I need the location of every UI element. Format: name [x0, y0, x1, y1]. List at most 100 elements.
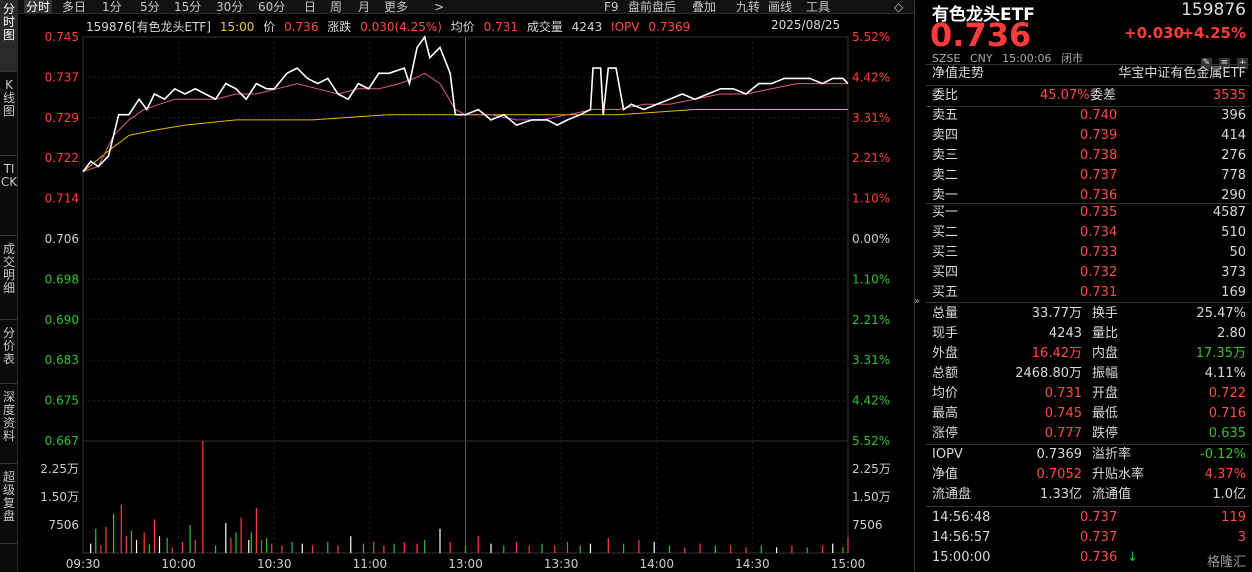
time-tick-label: 13:30	[544, 557, 579, 571]
price-tick-label: 0.698	[45, 272, 79, 286]
tick-volume: 3	[1237, 530, 1246, 545]
period-tab-4[interactable]: 15分	[174, 0, 202, 14]
ask-label: 卖二	[932, 168, 959, 183]
period-tab-7[interactable]: 日	[304, 0, 317, 14]
period-tab-10[interactable]: 更多	[384, 0, 409, 14]
side-tab-3[interactable]: 成交明细	[0, 240, 18, 320]
chart-iopv-label: IOPV	[611, 20, 640, 34]
period-tab-6[interactable]: 60分	[258, 0, 286, 14]
tick-time: 14:56:48	[932, 510, 991, 525]
tick-price: 0.736	[1080, 550, 1118, 565]
price-line	[82, 35, 849, 173]
quote-exchange: SZSE	[932, 52, 961, 65]
price-tick-label: 0.683	[45, 353, 79, 367]
chart-change-label: 涨跌	[327, 20, 352, 34]
side-tab-1[interactable]: K线图	[0, 76, 18, 156]
time-tick-label: 13:00	[448, 557, 483, 571]
toolbar-action-3[interactable]: 九转	[736, 0, 761, 14]
ask-label: 卖一	[932, 188, 959, 203]
bid-volume: 4587	[1212, 205, 1246, 220]
time-tick-label: 15:00	[831, 557, 866, 571]
side-tab-2[interactable]: TICK	[0, 160, 18, 236]
stat-row: 外盘 16.42万 内盘 17.35万	[930, 344, 1248, 364]
time-tick-label: 09:30	[66, 557, 101, 571]
period-tab-2[interactable]: 1分	[102, 0, 122, 14]
tick-row: 14:56:48 0.737 119	[930, 508, 1248, 528]
tick-volume: ↓	[1127, 550, 1138, 565]
menu-icon[interactable]: ≡	[1218, 58, 1230, 69]
toolbar-collapse-icon[interactable]: ◇	[894, 0, 904, 14]
stat-value: 0.731	[1044, 386, 1082, 401]
wb-label: 委比	[932, 88, 959, 103]
etf-stat-label: IOPV	[932, 447, 963, 462]
avg-price-line	[82, 109, 848, 173]
period-tab-9[interactable]: 月	[358, 0, 371, 14]
divider	[926, 85, 1250, 86]
toolbar-more-arrow-icon[interactable]: >	[434, 0, 445, 14]
quote-meta: SZSE CNY 15:00:06 闭市	[932, 50, 1089, 66]
stat-label: 现手	[932, 326, 959, 341]
pct-tick-label: 3.31%	[852, 111, 890, 125]
period-tab-0[interactable]: 分时	[24, 0, 53, 14]
side-tab-4[interactable]: 分价表	[0, 324, 18, 384]
panel-expand-icon[interactable]: »	[914, 296, 921, 307]
period-tab-3[interactable]: 5分	[140, 0, 160, 14]
period-tab-1[interactable]: 多日	[62, 0, 87, 14]
toolbar-action-0[interactable]: F9	[604, 0, 619, 14]
bid-volume: 50	[1229, 245, 1246, 260]
stat-value: 2468.80万	[1015, 366, 1082, 381]
ask-price: 0.739	[1080, 128, 1118, 143]
pct-tick-label: 2.21%	[852, 313, 890, 327]
time-tick-label: 10:00	[161, 557, 196, 571]
ask-volume: 276	[1221, 148, 1246, 163]
ask-row: 卖一 0.736 290	[930, 186, 1248, 206]
quote-price: 0.736	[930, 16, 1032, 54]
add-icon[interactable]: +	[1237, 58, 1248, 69]
quote-change: +0.030	[1124, 24, 1185, 42]
stat-label: 振幅	[1092, 366, 1119, 381]
chart-volume-label: 成交量	[526, 20, 563, 34]
bid-price: 0.732	[1080, 265, 1118, 280]
nav-label: 净值走势	[932, 66, 985, 81]
bid-label: 买一	[932, 205, 959, 220]
toolbar-action-2[interactable]: 叠加	[692, 0, 717, 14]
toolbar-action-4[interactable]: 画线	[768, 0, 793, 14]
divider	[926, 506, 1250, 507]
ask-row: 卖四 0.739 414	[930, 126, 1248, 146]
etf-stat-label: 升贴水率	[1092, 467, 1145, 482]
etf-stat-row: 净值 0.7052 升贴水率 4.37%	[930, 465, 1248, 485]
toolbar-action-5[interactable]: 工具	[806, 0, 831, 14]
period-tab-8[interactable]: 周	[330, 0, 343, 14]
bid-row: 买三 0.733 50	[930, 243, 1248, 263]
side-tab-6[interactable]: 超级复盘	[0, 468, 18, 544]
side-tab-0[interactable]: 分时图	[0, 0, 18, 72]
index-label: 华宝中证有色金属ETF	[1118, 66, 1246, 81]
etf-stat-value: -0.12%	[1200, 447, 1246, 462]
price-tick-label: 0.706	[45, 232, 79, 246]
wc-value: 3535	[1212, 88, 1246, 103]
stat-value: 25.47%	[1196, 306, 1246, 321]
side-tab-5[interactable]: 深度资料	[0, 388, 18, 464]
stat-value: 16.42万	[1031, 346, 1082, 361]
tick-time: 15:00:00	[932, 550, 991, 565]
bid-row: 买二 0.734 510	[930, 223, 1248, 243]
vol-tick-right: 1.50万	[852, 490, 891, 504]
bid-volume: 169	[1221, 285, 1246, 300]
ask-price: 0.737	[1080, 168, 1118, 183]
pct-tick-label: 5.52%	[852, 434, 890, 448]
wb-row: 委比 45.07% 委差 3535	[930, 86, 1248, 106]
vol-tick-right: 2.25万	[852, 462, 891, 476]
tick-volume: 119	[1221, 510, 1246, 525]
quote-pct: +4.25%	[1181, 24, 1246, 42]
chart-info-bar: 159876[有色龙头ETF] 15:00 价 0.736 涨跌 0.030(4…	[86, 18, 695, 34]
edit-icon[interactable]: ✎	[1200, 58, 1212, 69]
ask-label: 卖三	[932, 148, 959, 163]
ask-volume: 414	[1221, 128, 1246, 143]
toolbar-action-1[interactable]: 盘前盘后	[628, 0, 677, 14]
time-tick-label: 14:00	[639, 557, 674, 571]
intraday-chart[interactable]: 0.745 0.737 0.729 0.722 0.714 0.706 0.698 0.690…	[0, 0, 914, 572]
pct-tick-label: 4.42%	[852, 394, 890, 408]
period-tab-5[interactable]: 30分	[216, 0, 244, 14]
vol-tick-left: 2.25万	[40, 462, 79, 476]
etf-stat-label: 净值	[932, 467, 959, 482]
